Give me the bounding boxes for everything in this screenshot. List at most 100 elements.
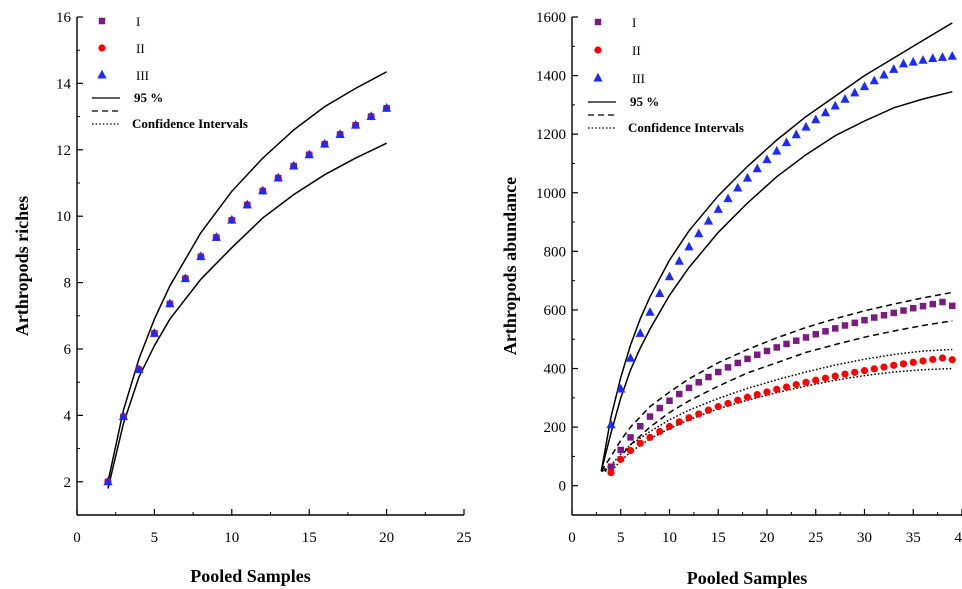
data-point-series-I xyxy=(744,355,751,363)
data-point-series-I xyxy=(880,311,888,319)
x-tick-label: 0 xyxy=(568,530,576,546)
data-point-series-II xyxy=(929,355,937,364)
data-point-series-III xyxy=(694,228,704,238)
x-tick-label: 10 xyxy=(224,530,239,546)
data-point-series-III xyxy=(118,411,129,421)
ci-dashed-upper-curve xyxy=(600,291,953,472)
y-tick-label: 600 xyxy=(544,303,567,319)
data-point-series-II xyxy=(773,385,781,393)
data-point-series-III xyxy=(242,199,252,209)
data-point-series-I xyxy=(666,397,673,405)
data-point-series-II xyxy=(890,361,898,369)
legend-label: 95 % xyxy=(630,94,659,109)
legend-label: 95 % xyxy=(134,90,163,105)
data-point-series-II xyxy=(899,360,908,368)
data-point-series-I xyxy=(949,302,956,310)
data-point-series-I xyxy=(871,314,878,321)
data-point-series-III xyxy=(320,138,330,148)
data-point-series-I xyxy=(627,434,634,441)
data-point-series-III xyxy=(273,172,283,182)
x-tick-label: 20 xyxy=(760,530,775,546)
data-point-series-III xyxy=(908,56,918,66)
x-tick-label: 5 xyxy=(151,530,159,546)
data-point-series-II xyxy=(909,358,917,366)
abundance-chart: 0 200 400 600 800 1000 1200 1400 1600 0 5 10 15 20 25 3… xyxy=(500,10,962,588)
data-point-series-I xyxy=(841,322,849,329)
data-point-series-III xyxy=(937,52,948,61)
data-point-series-II xyxy=(704,406,713,414)
data-point-series-II xyxy=(724,399,732,407)
y-tick-label: 1400 xyxy=(536,69,566,85)
legend-marker-II xyxy=(98,44,106,52)
ci-dotted-lower-curve xyxy=(601,367,953,472)
data-point-series-I xyxy=(832,325,839,332)
data-point-series-II xyxy=(782,383,791,391)
data-point-series-I xyxy=(637,422,644,430)
data-point-series-III xyxy=(134,364,144,374)
data-point-series-II xyxy=(870,365,878,373)
data-point-series-I xyxy=(763,347,771,355)
data-point-series-III xyxy=(918,55,928,64)
data-point-series-III xyxy=(366,111,376,121)
data-point-series-II xyxy=(617,455,625,463)
data-point-series-I xyxy=(656,404,663,412)
data-point-series-III xyxy=(304,149,314,159)
richness-chart: 2 4 6 8 10 12 14 16 0 5 10 15 20 25 Pooled Samples Arth… xyxy=(12,10,472,586)
data-point-series-II xyxy=(607,468,615,477)
data-point-series-I xyxy=(734,359,741,367)
data-point-series-III xyxy=(772,145,782,155)
data-point-series-I xyxy=(919,302,927,310)
data-point-series-III xyxy=(869,75,879,85)
data-point-series-III xyxy=(850,87,860,97)
data-point-series-II xyxy=(763,388,771,396)
data-point-series-I xyxy=(754,351,761,359)
data-point-series-III xyxy=(149,328,159,337)
data-point-series-I xyxy=(676,390,683,398)
legend-label: Confidence Intervals xyxy=(628,120,744,135)
data-point-series-I xyxy=(929,300,936,308)
data-point-series-III xyxy=(351,119,361,129)
data-point-series-II xyxy=(919,357,927,365)
y-tick-label: 400 xyxy=(544,362,567,378)
ci-solid-upper-curve xyxy=(600,22,953,472)
data-point-series-I xyxy=(705,373,712,381)
data-point-series-III xyxy=(180,273,190,283)
data-point-series-II xyxy=(695,410,703,418)
legend-label: I xyxy=(632,15,636,30)
data-point-series-III xyxy=(859,81,870,91)
data-point-series-II xyxy=(851,368,859,376)
data-point-series-I xyxy=(695,379,702,386)
x-axis-title: Pooled Samples xyxy=(190,566,311,586)
x-tick-label: 35 xyxy=(906,530,921,546)
legend-label: I xyxy=(136,14,140,29)
y-tick-label: 200 xyxy=(544,420,567,436)
legend-label: II xyxy=(136,41,145,56)
data-point-series-II xyxy=(821,374,830,382)
data-point-series-III xyxy=(335,129,345,138)
data-point-series-III xyxy=(625,352,636,362)
y-tick-label: 800 xyxy=(544,244,567,260)
data-point-series-II xyxy=(636,439,644,447)
data-point-series-III xyxy=(227,214,237,224)
data-point-series-III xyxy=(781,137,792,147)
data-point-series-III xyxy=(840,94,850,103)
x-tick-label: 5 xyxy=(617,530,625,546)
x-tick-label: 25 xyxy=(457,530,472,546)
data-point-series-III xyxy=(703,215,714,225)
data-point-series-III xyxy=(928,53,938,63)
data-point-series-II xyxy=(656,427,664,436)
data-point-series-II xyxy=(841,370,849,378)
y-tick-label: 12 xyxy=(56,143,71,159)
data-point-series-II xyxy=(792,381,800,389)
y-tick-label: 1000 xyxy=(536,186,566,202)
data-point-series-I xyxy=(607,463,615,470)
data-point-series-III xyxy=(947,50,957,60)
data-point-series-I xyxy=(793,337,800,344)
x-tick-label: 25 xyxy=(808,530,823,546)
data-point-series-I xyxy=(812,331,819,338)
data-point-series-I xyxy=(910,304,917,312)
x-tick-label: 15 xyxy=(302,530,317,546)
data-point-series-I xyxy=(822,328,829,335)
data-point-series-III xyxy=(733,182,743,192)
data-point-series-III xyxy=(811,114,821,124)
